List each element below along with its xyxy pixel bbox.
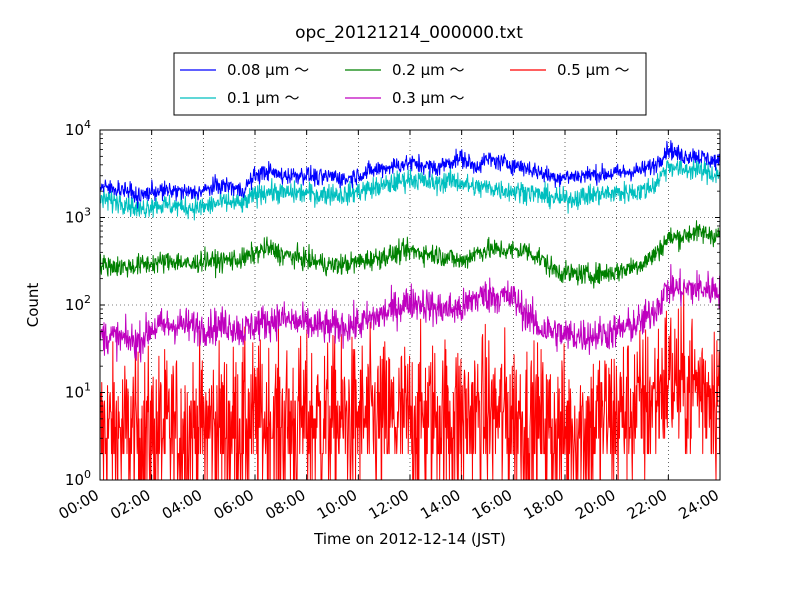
series-layer xyxy=(100,140,720,480)
series-line-3 xyxy=(100,264,720,363)
x-axis-label: Time on 2012-12-14 (JST) xyxy=(313,530,506,548)
y-axis-label: Count xyxy=(24,283,42,328)
legend-label-1: 0.1 μm ～ xyxy=(227,89,300,107)
legend-label-4: 0.5 μm ～ xyxy=(557,61,630,79)
series-line-0 xyxy=(100,140,720,209)
series-line-4 xyxy=(100,282,720,480)
legend-label-0: 0.08 μm ～ xyxy=(227,61,309,79)
axis-ticks xyxy=(99,129,721,481)
legend: 0.08 μm ～ 0.1 μm ～ 0.2 μm ～ 0.3 μm ～ 0.5 μm … xyxy=(173,52,647,116)
series-line-1 xyxy=(100,157,720,221)
series-line-2 xyxy=(100,220,720,289)
legend-frame xyxy=(173,52,647,116)
chart-title: opc_20121214_000000.txt xyxy=(295,23,523,43)
legend-label-2: 0.2 μm ～ xyxy=(392,61,465,79)
legend-label-3: 0.3 μm ～ xyxy=(392,89,465,107)
